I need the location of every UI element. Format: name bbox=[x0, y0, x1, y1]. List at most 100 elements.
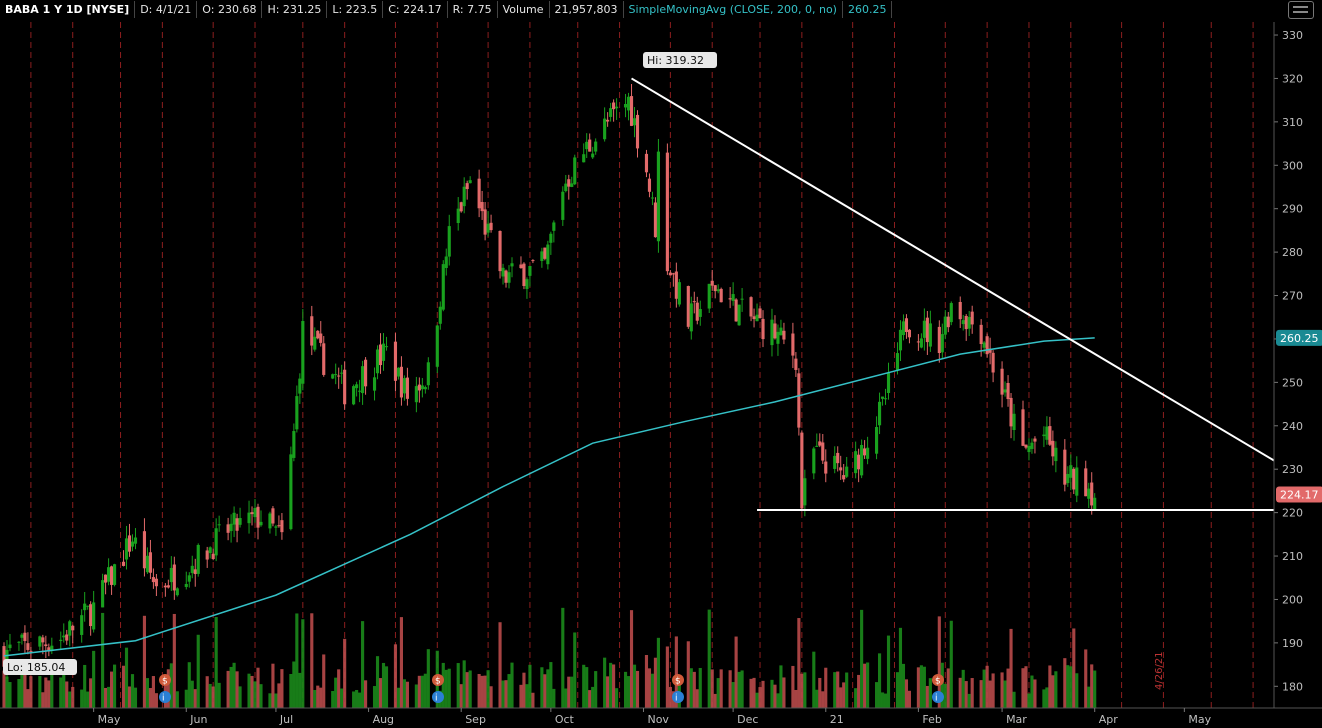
candle bbox=[531, 260, 535, 262]
candle bbox=[498, 230, 502, 272]
candle bbox=[8, 644, 12, 649]
close-readout: C: 224.17 bbox=[383, 1, 448, 18]
candle bbox=[510, 263, 514, 267]
volume-bar bbox=[773, 684, 777, 708]
volume-bar bbox=[946, 668, 950, 708]
volume-bar bbox=[289, 674, 293, 708]
volume-bar bbox=[749, 678, 753, 708]
volume-bar bbox=[988, 680, 992, 708]
annotations: Hi: 319.32 Lo: 185.04 224.17 260.25 4/26/21 $… bbox=[3, 52, 1322, 704]
volume-bar bbox=[190, 680, 194, 708]
dollar-circle-icon-glyph: $ bbox=[162, 677, 168, 687]
candle bbox=[719, 288, 723, 303]
candle bbox=[423, 387, 427, 390]
candle bbox=[142, 531, 147, 569]
volume-bar bbox=[991, 673, 995, 708]
volume-bar bbox=[895, 672, 900, 708]
volume-value: 21,957,803 bbox=[550, 1, 624, 18]
volume-bar bbox=[92, 650, 96, 708]
volume-bar bbox=[426, 649, 430, 708]
candle bbox=[734, 299, 738, 322]
y-tick-label: 320 bbox=[1282, 72, 1303, 85]
volume-bar bbox=[615, 688, 619, 708]
volume-bar bbox=[1069, 666, 1073, 708]
candle bbox=[364, 359, 368, 387]
volume-bar bbox=[761, 680, 765, 708]
volume-bar bbox=[1066, 665, 1070, 708]
volume-bar bbox=[1012, 691, 1016, 708]
candle bbox=[839, 467, 843, 471]
candle bbox=[573, 157, 577, 185]
volume-bar bbox=[543, 674, 547, 708]
volume-bar bbox=[818, 677, 822, 708]
candle bbox=[692, 301, 696, 303]
volume-bar bbox=[83, 664, 87, 708]
candle bbox=[632, 118, 637, 126]
volume-bar bbox=[653, 657, 658, 708]
candle bbox=[121, 561, 126, 566]
y-tick-label: 290 bbox=[1282, 203, 1303, 216]
sma-label[interactable]: SimpleMovingAvg (CLOSE, 200, 0, no) bbox=[624, 1, 843, 18]
candle bbox=[250, 512, 254, 515]
volume-bar bbox=[20, 664, 24, 708]
candle bbox=[17, 641, 21, 643]
symbol-label[interactable]: BABA 1 Y 1D [NYSE] bbox=[0, 1, 136, 18]
volume-bar bbox=[477, 673, 481, 708]
volume-bar bbox=[465, 672, 469, 708]
volume-bar bbox=[396, 687, 401, 708]
volume-bar bbox=[958, 677, 962, 708]
candle bbox=[1063, 449, 1067, 485]
candle bbox=[988, 348, 992, 353]
last-price-label-bg bbox=[1276, 486, 1322, 503]
candle bbox=[919, 338, 923, 348]
volume-bar bbox=[528, 664, 532, 708]
info-circle-icon-glyph: i bbox=[675, 694, 678, 704]
candle bbox=[958, 301, 962, 320]
trendlines[interactable] bbox=[631, 77, 1275, 512]
candle bbox=[1093, 497, 1097, 510]
range-readout: R: 7.75 bbox=[448, 1, 498, 18]
volume-bar bbox=[716, 678, 720, 708]
volume-bar bbox=[172, 613, 176, 708]
candle bbox=[731, 294, 735, 301]
candle bbox=[504, 270, 508, 283]
candle bbox=[815, 445, 819, 447]
candle bbox=[970, 311, 974, 325]
candle bbox=[268, 513, 272, 529]
candle bbox=[47, 647, 51, 652]
candle bbox=[752, 316, 756, 320]
volume-bar bbox=[86, 691, 90, 708]
menu-icon[interactable] bbox=[1288, 1, 1314, 19]
volume-bar bbox=[877, 653, 882, 708]
volume-bar bbox=[381, 662, 386, 708]
candle bbox=[740, 298, 744, 300]
volume-bar bbox=[208, 683, 212, 708]
candle bbox=[465, 183, 469, 190]
candle bbox=[322, 343, 326, 375]
volume-bar bbox=[594, 671, 598, 708]
candle bbox=[193, 569, 197, 575]
volume-bar bbox=[710, 669, 714, 708]
candle bbox=[507, 272, 511, 283]
candle bbox=[486, 223, 490, 233]
candle bbox=[20, 634, 24, 638]
volume-bar bbox=[378, 678, 383, 708]
volume-bar bbox=[1030, 675, 1034, 708]
candle bbox=[591, 153, 595, 158]
candle bbox=[301, 321, 305, 384]
candle bbox=[824, 461, 828, 474]
volume-bar bbox=[112, 664, 117, 708]
volume-bar bbox=[1063, 658, 1067, 708]
candle bbox=[483, 209, 487, 235]
candle bbox=[812, 448, 816, 474]
volume-bar bbox=[68, 691, 72, 708]
volume-bar bbox=[274, 693, 278, 708]
dollar-circle-icon bbox=[159, 674, 171, 686]
candle bbox=[863, 448, 867, 456]
volume-bar bbox=[277, 683, 281, 708]
volume-bar bbox=[836, 671, 840, 708]
candle bbox=[456, 208, 460, 224]
candle bbox=[151, 577, 155, 583]
